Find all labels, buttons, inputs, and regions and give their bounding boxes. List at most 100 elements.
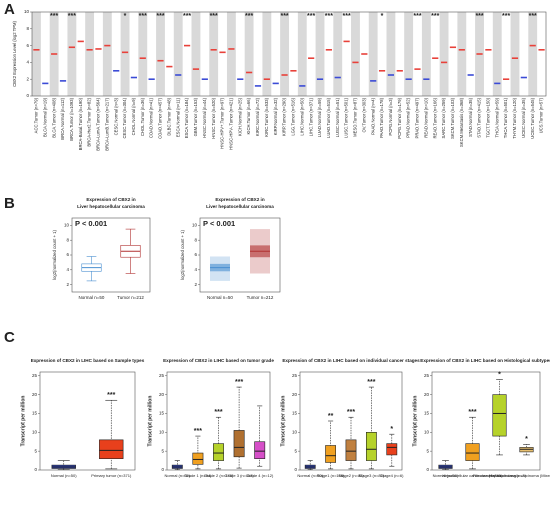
column-shade — [67, 12, 77, 96]
x-tick-label: CHOL.Tumor (n=36) — [140, 97, 145, 136]
x-tick-label: BRCA-LumB.Tumor (n=217) — [104, 97, 109, 150]
box — [99, 439, 124, 459]
column-shade — [120, 12, 130, 96]
box — [386, 443, 398, 456]
x-tick-label: BRCA-Basal.Tumor (n=190) — [78, 97, 83, 150]
box — [233, 430, 245, 458]
significance: *** — [413, 13, 421, 20]
x-tick-label: PRAD.Tumor (n=497) — [415, 97, 420, 138]
y-tick-label: 4 — [26, 60, 29, 65]
x-tick-label: HNSC-HPV+.Tumor (n=97) — [220, 97, 225, 148]
x-tick-label: LIHC.Normal (n=50) — [299, 97, 304, 135]
y-tick-label: 5 — [294, 448, 297, 453]
column-shade — [191, 12, 201, 96]
chart-title: Liver hepatocellular carcinoma — [206, 204, 274, 209]
x-tick-label: Normal n=50 — [79, 295, 105, 300]
significance: ** — [328, 413, 334, 420]
column-shade — [404, 12, 414, 96]
x-tick-label: KIRC.Tumor (n=533) — [264, 97, 269, 136]
x-tick-label: SKCM.Tumor (n=103) — [450, 97, 455, 139]
y-tick-label: 25 — [424, 373, 430, 378]
significance: *** — [107, 392, 115, 399]
x-tick-label: Stage1 (n=168) — [317, 473, 345, 478]
box — [254, 441, 266, 459]
y-tick-label: 25 — [159, 373, 165, 378]
x-tick-label: STAD.Tumor (n=415) — [477, 97, 482, 137]
x-tick-label: PCPG.Tumor (n=179) — [397, 97, 402, 138]
y-tick-label: 20 — [159, 392, 165, 397]
x-tick-label: THYM.Tumor (n=120) — [512, 97, 517, 138]
y-tick-label: 15 — [292, 411, 298, 416]
panel-label: C — [4, 329, 15, 346]
significance: * — [381, 13, 384, 20]
y-tick-label: 15 — [424, 411, 430, 416]
x-tick-label: PAAD.Normal (n=4) — [370, 97, 375, 134]
x-tick-label: Primary tumor (n=371) — [91, 473, 132, 478]
x-tick-label: Grade 4 (n=12) — [246, 473, 274, 478]
box — [365, 432, 377, 461]
x-tick-label: Hepatocellular carcinoma (n=361) — [442, 473, 503, 478]
x-tick-label: Stage3 (n=82) — [359, 473, 385, 478]
y-tick-label: 20 — [32, 392, 38, 397]
y-tick-label: 0 — [426, 467, 429, 472]
x-tick-label: LIHC.Tumor (n=371) — [308, 97, 313, 136]
x-tick-label: HNSC.Tumor (n=520) — [211, 97, 216, 138]
column-shade — [421, 12, 431, 96]
x-tick-label: MESO.Tumor (n=87) — [353, 97, 358, 136]
column-shade — [102, 12, 112, 96]
x-tick-label: LUSC.Normal (n=51) — [335, 97, 340, 137]
x-tick-label: Normal (n=50) — [297, 473, 323, 478]
x-tick-label: Normal (n=50) — [164, 473, 190, 478]
y-tick-label: 5 — [34, 448, 37, 453]
x-tick-label: UCEC.Tumor (n=545) — [530, 97, 535, 138]
x-tick-label: BRCA-Her2.Tumor (n=82) — [87, 97, 92, 146]
column-shade — [138, 12, 148, 96]
x-tick-label: Stage4 (n=6) — [380, 473, 404, 478]
column-shade — [528, 12, 538, 96]
chart-title: Expression of CBX2 in LIHC based on indi… — [282, 358, 420, 363]
x-tick-label: THCA.Normal (n=59) — [494, 97, 499, 137]
x-tick-label: PRAD.Normal (n=52) — [406, 97, 411, 137]
x-tick-label: Tumor n=212 — [247, 295, 274, 300]
column-shade — [85, 12, 95, 96]
plot-frame — [299, 371, 403, 471]
significance: *** — [529, 13, 537, 20]
column-shade — [226, 12, 236, 96]
x-tick-label: LGG.Tumor (n=516) — [291, 97, 296, 135]
x-tick-label: KIRP.Normal (n=32) — [273, 97, 278, 135]
panel-label: A — [4, 1, 15, 18]
significance: *** — [307, 13, 315, 20]
x-tick-label: READ.Tumor (n=166) — [432, 97, 437, 138]
x-tick-label: READ.Normal (n=10) — [423, 97, 428, 137]
significance: *** — [245, 13, 253, 20]
x-tick-label: OV.Tumor (n=303) — [361, 97, 366, 132]
x-tick-label: TGCT.Tumor (n=150) — [486, 97, 491, 137]
x-tick-label: CESC.Normal (n=3) — [113, 97, 118, 135]
y-tick-label: 10 — [424, 429, 430, 434]
significance: *** — [280, 13, 288, 20]
chart-title: Expression of CBX2 in — [86, 197, 135, 202]
y-tick-label: 6 — [194, 252, 197, 257]
y-tick-label: 10 — [192, 223, 198, 228]
y-tick-label: 4 — [194, 267, 197, 272]
y-tick-label: 6 — [26, 43, 29, 48]
y-tick-label: 25 — [292, 373, 298, 378]
y-axis-label: Transcript per million — [280, 396, 286, 447]
x-tick-label: KICH.Tumor (n=66) — [246, 97, 251, 134]
column-shade — [244, 12, 254, 96]
y-tick-label: 0 — [34, 467, 37, 472]
significance: *** — [210, 13, 218, 20]
column-shade — [492, 12, 502, 96]
x-tick-label: Grade 1 (n=54) — [184, 473, 212, 478]
y-axis-label: Transcript per million — [412, 396, 418, 447]
y-tick-label: 10 — [32, 429, 38, 434]
plot-frame — [431, 371, 541, 471]
box — [492, 394, 507, 437]
y-tick-label: 25 — [32, 373, 38, 378]
significance: *** — [343, 13, 351, 20]
x-tick-label: Hepatocholangio carcinoma (Mixed) (n=7) — [489, 473, 550, 478]
x-tick-label: PCPG.Normal (n=3) — [388, 97, 393, 135]
x-tick-label: STAD.Normal (n=35) — [468, 97, 473, 137]
y-tick-label: 5 — [426, 448, 429, 453]
